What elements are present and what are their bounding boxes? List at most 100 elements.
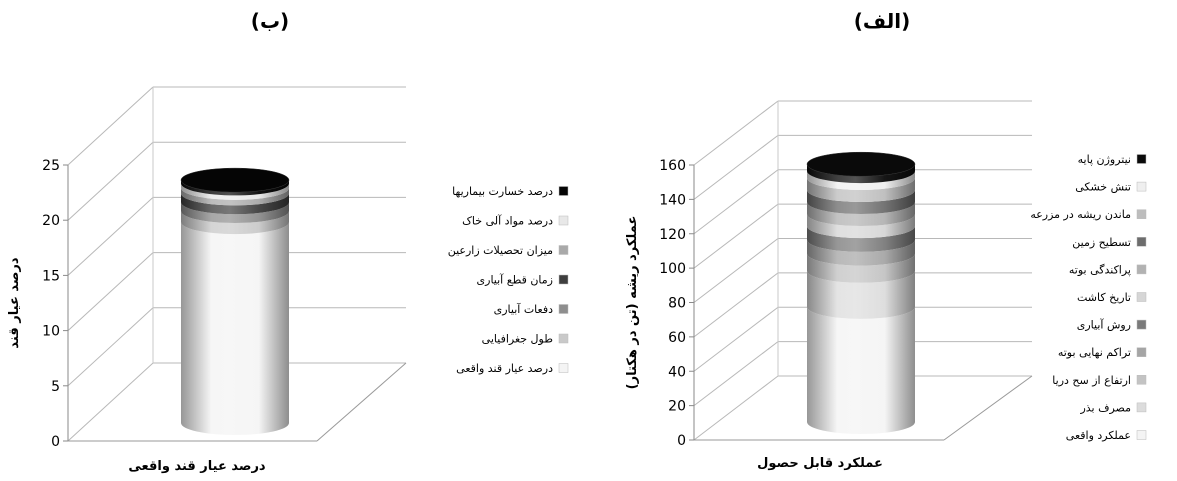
y-tick-label: 5 bbox=[51, 379, 60, 395]
gridline-diagonal bbox=[67, 362, 154, 442]
gridline-diagonal bbox=[67, 86, 154, 166]
legend-swatch bbox=[1136, 319, 1147, 330]
cylinder-segment bbox=[807, 226, 915, 252]
legend-swatch bbox=[1136, 402, 1147, 413]
y-tick-label: 140 bbox=[659, 192, 686, 208]
cylinder-segment bbox=[807, 189, 915, 214]
y-tick-label: 160 bbox=[659, 158, 686, 174]
cylinder-segment bbox=[807, 214, 915, 239]
y-tick-label: 60 bbox=[668, 330, 686, 346]
cylinder-segment bbox=[807, 270, 915, 319]
legend-label: درصد عيار قند واقعی bbox=[456, 362, 553, 375]
gridline-diagonal bbox=[693, 100, 779, 166]
gridline-diagonal bbox=[67, 307, 154, 387]
legend-label: زمان قطع آبياری bbox=[477, 273, 553, 287]
legend-swatch bbox=[558, 363, 569, 373]
y-tick-label: 20 bbox=[668, 399, 686, 415]
gridline-diagonal bbox=[693, 203, 779, 269]
legend-swatch bbox=[1136, 237, 1147, 247]
legend: درصد خسارت بيماريها درصد مواد آلی خاک ميزا… bbox=[448, 185, 569, 375]
chart-panel-0: (ب) 0 5 10 15 20 25 درصد عيار قند درصد عيار قند … bbox=[7, 9, 569, 474]
panel-label: (ب) bbox=[251, 9, 289, 33]
gridline-diagonal bbox=[67, 141, 154, 221]
legend-label: ارتفاع از سح دريا bbox=[1052, 374, 1131, 387]
cylinder-segment bbox=[181, 222, 289, 435]
legend-swatch bbox=[558, 304, 569, 314]
y-axis-label: عملكرد ريشه (تن در هكتار) bbox=[625, 216, 640, 390]
legend-label: تراكم نهايی بوته bbox=[1058, 346, 1131, 359]
y-tick-label: 10 bbox=[42, 324, 60, 340]
cylinder-segment bbox=[807, 171, 915, 190]
legend-label: پراكندگی بوته bbox=[1069, 263, 1131, 276]
floor-side-edge bbox=[316, 362, 407, 442]
stacked-cylinder bbox=[180, 167, 290, 435]
gridline-diagonal bbox=[693, 375, 779, 441]
cylinder-segment bbox=[807, 177, 915, 202]
legend-label: درصد مواد آلی خاک bbox=[462, 214, 553, 228]
legend-label: روش آبياری bbox=[1077, 318, 1131, 332]
cylinder-segment bbox=[807, 239, 915, 266]
y-tick-label: 25 bbox=[42, 158, 60, 174]
y-tick-label: 80 bbox=[668, 296, 686, 312]
cylinder-segment bbox=[181, 183, 289, 200]
cylinder-segment bbox=[181, 187, 289, 206]
cylinder-segment bbox=[181, 180, 289, 196]
legend-label: ميزان تحصيلات زارعين bbox=[448, 244, 553, 257]
y-tick-label: 0 bbox=[51, 434, 60, 450]
gridline-diagonal bbox=[693, 341, 779, 407]
gridline-diagonal bbox=[693, 306, 779, 372]
legend-swatch bbox=[1136, 347, 1147, 357]
legend-label: ماندن ريشه در مزرعه bbox=[1030, 208, 1131, 221]
legend-label: مصرف بذر bbox=[1079, 401, 1131, 414]
gridline-diagonal bbox=[693, 238, 779, 303]
gridline-diagonal bbox=[67, 252, 154, 331]
gridline-diagonal bbox=[67, 197, 154, 276]
panel-label: (الف) bbox=[854, 9, 910, 33]
legend-swatch bbox=[1136, 292, 1147, 302]
legend-swatch bbox=[1136, 264, 1147, 275]
y-tick-label: 40 bbox=[668, 364, 686, 380]
y-tick-label: 20 bbox=[42, 213, 60, 229]
cylinder-segment bbox=[807, 164, 915, 184]
legend: نيتروژن پايه تنش خشكی ماندن ريشه در مزرعه ت… bbox=[1030, 153, 1147, 442]
chart-panel-1: (الف) 0 20 40 60 80 100 120 140 160 عملكرد ريشه (ت… bbox=[625, 9, 1147, 471]
cylinder-segment bbox=[181, 211, 289, 235]
legend-swatch bbox=[558, 274, 569, 285]
legend-swatch bbox=[1136, 430, 1147, 440]
legend-label: طول جغرافيايی bbox=[482, 333, 554, 346]
legend-label: عملكرد واقعی bbox=[1066, 429, 1131, 442]
cylinder-top-cap bbox=[806, 151, 916, 177]
legend-label: تسطيح زمين bbox=[1072, 236, 1131, 249]
stacked-cylinder bbox=[806, 151, 916, 434]
y-axis-label: درصد عيار قند bbox=[7, 257, 22, 348]
cylinder-segment bbox=[807, 253, 915, 283]
legend-label: نيتروژن پايه bbox=[1078, 153, 1131, 166]
legend-label: درصد خسارت بيماريها bbox=[452, 185, 553, 198]
legend-label: تاريخ كاشت bbox=[1077, 291, 1131, 304]
y-tick-label: 100 bbox=[659, 261, 686, 277]
legend-swatch bbox=[1136, 154, 1147, 164]
legend-swatch bbox=[558, 245, 569, 255]
gridline-diagonal bbox=[693, 272, 779, 338]
legend-label: دفعات آبياری bbox=[494, 302, 553, 316]
cylinder-segment bbox=[807, 202, 915, 227]
cylinder-segment bbox=[181, 193, 289, 215]
cylinder-segment bbox=[181, 202, 289, 224]
cylinder-top-cap bbox=[180, 167, 290, 193]
legend-swatch bbox=[558, 333, 569, 344]
legend-swatch bbox=[558, 215, 569, 226]
legend-swatch bbox=[558, 186, 569, 196]
y-tick-label: 15 bbox=[42, 268, 60, 284]
x-category-label: عملكرد قابل حصول bbox=[757, 456, 883, 471]
floor-side-edge bbox=[943, 375, 1033, 441]
cylinder-segment bbox=[807, 306, 915, 434]
gridline-diagonal bbox=[693, 169, 779, 235]
legend-swatch bbox=[1136, 181, 1147, 192]
x-category-label: درصد عيار قند واقعی bbox=[128, 459, 266, 474]
legend-swatch bbox=[1136, 375, 1147, 385]
legend-label: تنش خشكی bbox=[1075, 181, 1131, 194]
gridline-diagonal bbox=[693, 134, 779, 200]
y-tick-label: 0 bbox=[677, 433, 686, 449]
